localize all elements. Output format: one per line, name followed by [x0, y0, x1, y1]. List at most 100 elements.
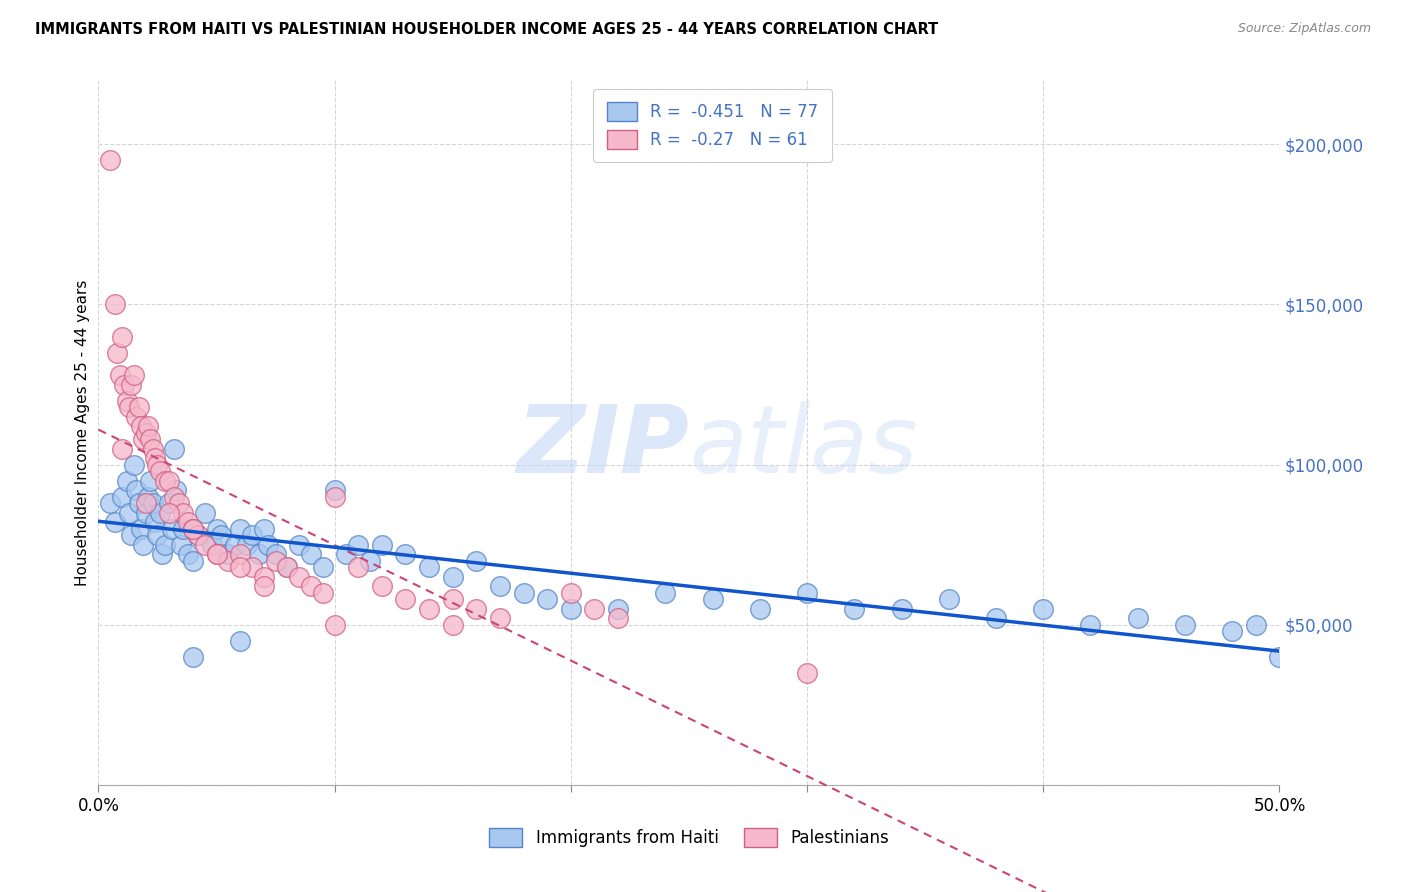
Point — [132, 432, 155, 446]
Point — [149, 506, 172, 520]
Point — [194, 538, 217, 552]
Point — [264, 554, 287, 568]
Point — [132, 538, 155, 552]
Point — [118, 400, 141, 414]
Point — [394, 547, 416, 561]
Point — [111, 490, 134, 504]
Point — [165, 483, 187, 498]
Point — [98, 153, 121, 168]
Point — [1220, 624, 1243, 639]
Point — [240, 528, 263, 542]
Point — [136, 490, 159, 504]
Point — [125, 483, 148, 498]
Point — [157, 506, 180, 520]
Text: ZIP: ZIP — [516, 401, 689, 492]
Point — [177, 547, 200, 561]
Point — [143, 516, 166, 530]
Point — [160, 522, 183, 536]
Point — [394, 592, 416, 607]
Point — [98, 496, 121, 510]
Point — [276, 560, 298, 574]
Point — [323, 490, 346, 504]
Point — [142, 496, 165, 510]
Point — [104, 297, 127, 311]
Point — [163, 442, 186, 456]
Point — [288, 570, 311, 584]
Point — [170, 538, 193, 552]
Point — [105, 345, 128, 359]
Point — [253, 570, 276, 584]
Point — [1126, 611, 1149, 625]
Point — [253, 522, 276, 536]
Point — [224, 538, 246, 552]
Point — [153, 538, 176, 552]
Point — [194, 506, 217, 520]
Point — [1174, 617, 1197, 632]
Point — [938, 592, 960, 607]
Y-axis label: Householder Income Ages 25 - 44 years: Householder Income Ages 25 - 44 years — [75, 279, 90, 586]
Point — [112, 377, 135, 392]
Point — [607, 611, 630, 625]
Point — [607, 601, 630, 615]
Point — [299, 579, 322, 593]
Point — [465, 601, 488, 615]
Point — [150, 547, 173, 561]
Point — [128, 496, 150, 510]
Point — [240, 560, 263, 574]
Point — [748, 601, 770, 615]
Point — [136, 419, 159, 434]
Point — [115, 474, 138, 488]
Point — [347, 560, 370, 574]
Point — [276, 560, 298, 574]
Point — [323, 483, 346, 498]
Point — [135, 425, 157, 440]
Point — [583, 601, 606, 615]
Point — [121, 377, 143, 392]
Point — [560, 586, 582, 600]
Point — [172, 522, 194, 536]
Point — [512, 586, 534, 600]
Point — [441, 617, 464, 632]
Point — [465, 554, 488, 568]
Point — [217, 547, 239, 561]
Point — [323, 617, 346, 632]
Point — [172, 506, 194, 520]
Point — [229, 522, 252, 536]
Point — [371, 538, 394, 552]
Point — [702, 592, 724, 607]
Point — [312, 560, 335, 574]
Point — [654, 586, 676, 600]
Point — [135, 506, 157, 520]
Point — [1268, 649, 1291, 664]
Point — [163, 490, 186, 504]
Point — [181, 554, 204, 568]
Point — [247, 547, 270, 561]
Point — [264, 547, 287, 561]
Point — [157, 474, 180, 488]
Point — [128, 400, 150, 414]
Point — [257, 538, 280, 552]
Point — [536, 592, 558, 607]
Point — [299, 547, 322, 561]
Point — [201, 538, 224, 552]
Point — [153, 474, 176, 488]
Point — [157, 496, 180, 510]
Point — [149, 464, 172, 478]
Point — [181, 649, 204, 664]
Point — [177, 516, 200, 530]
Text: atlas: atlas — [689, 401, 917, 492]
Point — [984, 611, 1007, 625]
Point — [146, 528, 169, 542]
Point — [441, 592, 464, 607]
Text: IMMIGRANTS FROM HAITI VS PALESTINIAN HOUSEHOLDER INCOME AGES 25 - 44 YEARS CORRE: IMMIGRANTS FROM HAITI VS PALESTINIAN HOU… — [35, 22, 938, 37]
Point — [115, 393, 138, 408]
Point — [205, 522, 228, 536]
Point — [253, 579, 276, 593]
Point — [1080, 617, 1102, 632]
Point — [489, 579, 512, 593]
Point — [104, 516, 127, 530]
Point — [139, 432, 162, 446]
Point — [229, 633, 252, 648]
Point — [129, 522, 152, 536]
Point — [205, 547, 228, 561]
